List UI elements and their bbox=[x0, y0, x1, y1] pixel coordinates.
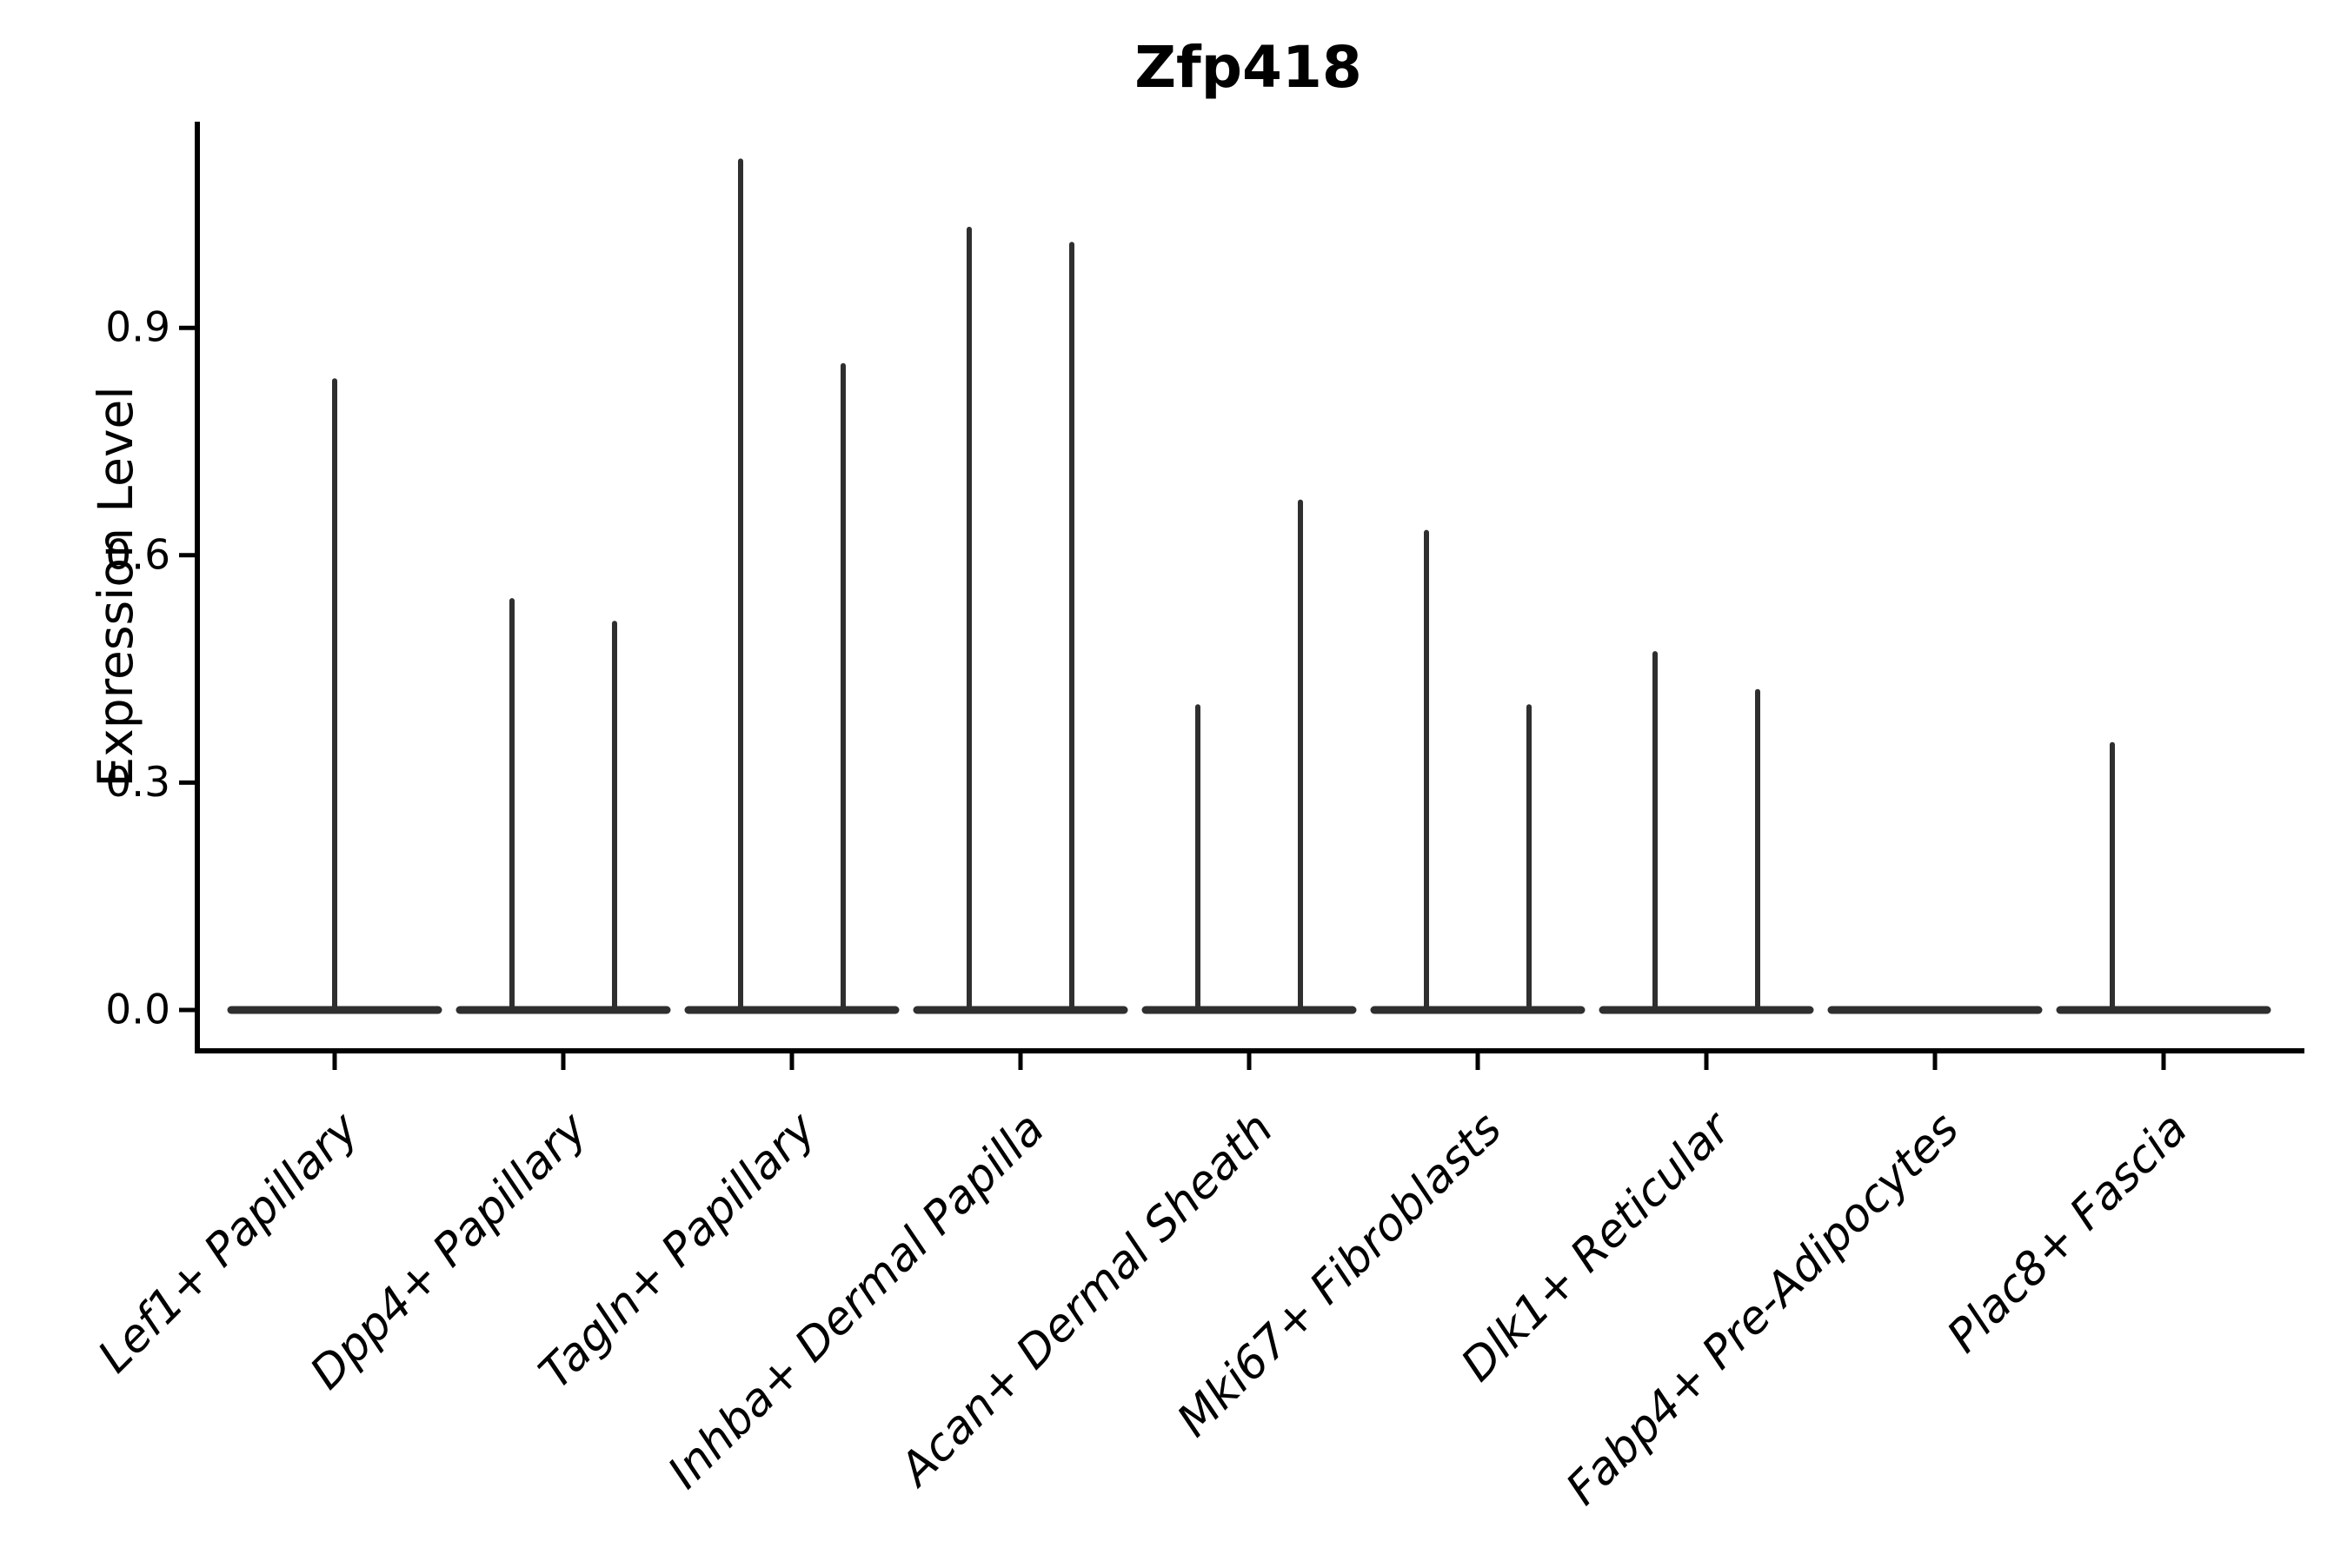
chart-title: Zfp418 bbox=[1134, 34, 1362, 101]
y-tick-label: 0.0 bbox=[105, 987, 170, 1034]
y-tick-label: 0.9 bbox=[105, 304, 170, 352]
x-tick-label: Plac8+ Fascia bbox=[1938, 1103, 2197, 1363]
x-tick-label: Acan+ Dermal Sheath bbox=[888, 1103, 1283, 1498]
x-tick-label: Inhba+ Dermal Papilla bbox=[658, 1103, 1054, 1499]
y-tick-label: 0.6 bbox=[105, 531, 170, 579]
y-axis-label: Expression Level bbox=[88, 386, 143, 787]
y-tick-label: 0.3 bbox=[105, 759, 170, 807]
violin-layer bbox=[227, 158, 2271, 1014]
x-tick-label: Fabp4+ Pre-Adipocytes bbox=[1557, 1103, 1970, 1516]
